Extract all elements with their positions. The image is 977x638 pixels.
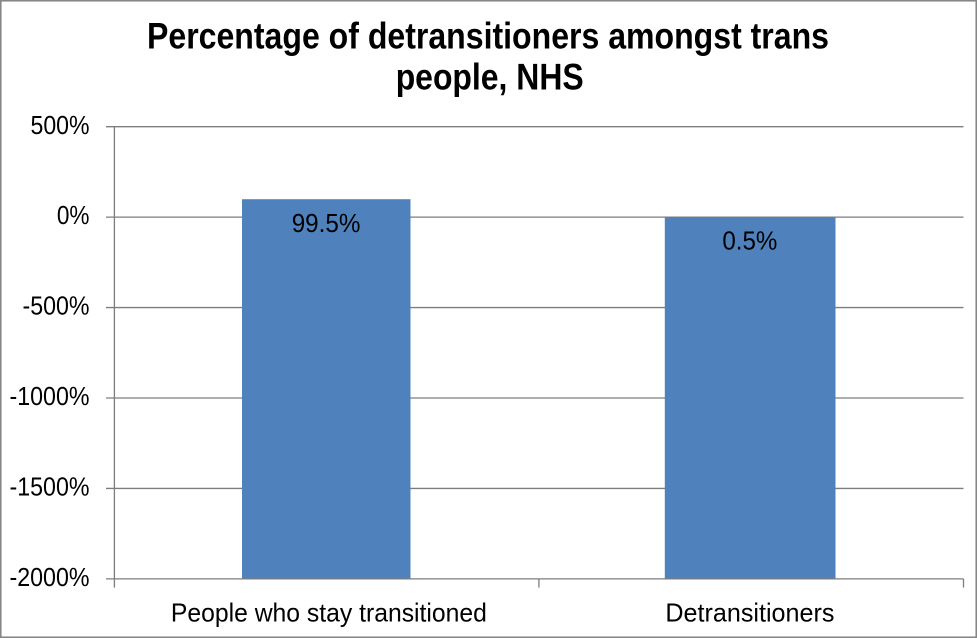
svg-text:Percentage of detransitioners: Percentage of detransitioners amongst tr… — [147, 15, 829, 56]
svg-text:Detransitioners: Detransitioners — [665, 597, 834, 627]
svg-text:People who stay transitioned: People who stay transitioned — [171, 597, 487, 627]
svg-text:0%: 0% — [57, 200, 90, 230]
svg-text:500%: 500% — [31, 110, 90, 140]
svg-text:-500%: -500% — [23, 291, 90, 321]
svg-text:-1000%: -1000% — [10, 381, 90, 411]
svg-text:-2000%: -2000% — [10, 562, 90, 592]
svg-text:people, NHS: people, NHS — [396, 56, 584, 97]
svg-text:0.5%: 0.5% — [722, 226, 777, 256]
svg-text:-1500%: -1500% — [10, 472, 90, 502]
svg-text:99.5%: 99.5% — [292, 208, 361, 238]
